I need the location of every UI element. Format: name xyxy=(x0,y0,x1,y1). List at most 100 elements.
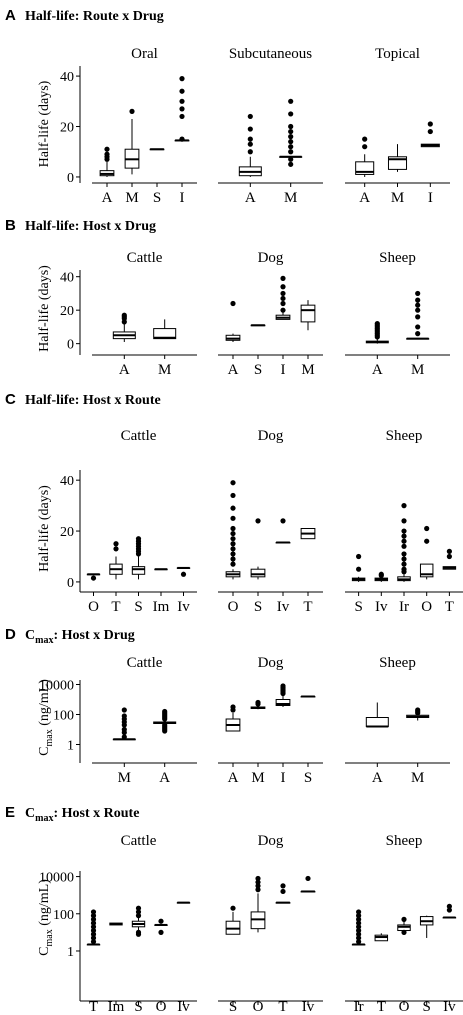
outlier-point xyxy=(415,314,421,320)
outlier-point xyxy=(135,929,142,935)
facet-title: Sheep xyxy=(379,655,416,671)
outlier-point xyxy=(356,935,362,941)
x-tick-label: M xyxy=(125,190,138,206)
boxplot-m: M xyxy=(124,108,140,206)
outlier-point xyxy=(121,707,127,713)
y-tick-label: 40 xyxy=(60,271,74,286)
x-tick-label: T xyxy=(111,599,120,615)
outlier-point xyxy=(179,113,185,120)
y-tick-label: 100 xyxy=(53,908,74,923)
outlier-point xyxy=(90,939,97,945)
boxplot-o: O xyxy=(225,480,241,615)
outlier-point xyxy=(247,113,253,120)
y-tick-label: 100 xyxy=(53,709,74,724)
facet-cattle: Cattle T Im S O Iv xyxy=(80,833,197,1015)
panel-title-main: Half-life: Route x Drug xyxy=(25,9,164,24)
x-tick-label: A xyxy=(245,190,256,206)
panel-title: Half-life: Host x Drug xyxy=(25,219,156,234)
outlier-point xyxy=(121,713,127,719)
y-tick-label: 0 xyxy=(67,338,74,353)
outlier-point xyxy=(401,503,407,509)
x-tick-label: S xyxy=(229,999,237,1015)
panel-title: Half-life: Host x Route xyxy=(25,393,161,408)
outlier-point xyxy=(255,518,261,524)
facet-title: Dog xyxy=(258,250,284,266)
y-axis-label: Half-life (days) xyxy=(37,265,52,352)
outlier-point xyxy=(230,525,236,532)
x-tick-label: Im xyxy=(153,599,170,615)
x-tick-label: S xyxy=(254,599,262,615)
outlier-point xyxy=(90,924,97,930)
box-iqr xyxy=(131,566,146,575)
boxplot-m: M xyxy=(250,699,266,786)
outlier-point xyxy=(104,146,110,152)
outlier-point xyxy=(135,536,142,542)
outlier-point xyxy=(90,931,97,937)
outlier-point xyxy=(280,300,286,307)
x-tick-label: M xyxy=(251,770,264,786)
boxplot-iv: Iv xyxy=(176,566,190,615)
boxplot-o: O xyxy=(419,525,434,615)
outlier-point xyxy=(288,123,294,130)
outlier-point xyxy=(446,903,452,909)
outlier-point xyxy=(356,913,362,919)
outlier-point xyxy=(90,909,97,915)
outlier-point xyxy=(356,931,362,937)
y-axis-label-main: C xyxy=(37,947,52,956)
outlier-point xyxy=(90,575,97,581)
y-axis-label-subscript: max xyxy=(44,929,55,946)
outlier-point xyxy=(230,515,236,521)
boxplot-a: A xyxy=(365,320,389,378)
panel-title-subscript: max xyxy=(35,813,53,824)
x-tick-label: O xyxy=(399,999,410,1015)
y-tick-label: 40 xyxy=(60,474,74,489)
x-tick-label: O xyxy=(421,599,432,615)
x-tick-label: Iv xyxy=(177,999,190,1015)
boxplot-a: A xyxy=(238,113,262,206)
boxplot-o: O xyxy=(86,573,101,615)
y-axis-label: Cmax (ng/mL) xyxy=(37,679,55,756)
boxplot-m: M xyxy=(387,144,408,206)
x-tick-label: O xyxy=(156,999,167,1015)
x-tick-label: T xyxy=(89,999,98,1015)
outlier-point xyxy=(90,927,97,934)
boxplot-m: M xyxy=(112,707,136,786)
x-tick-label: O xyxy=(228,599,239,615)
facet-title: Dog xyxy=(258,655,284,671)
panel-label: D xyxy=(5,626,16,643)
x-tick-label: A xyxy=(372,770,383,786)
outlier-point xyxy=(288,144,294,150)
outlier-point xyxy=(362,136,368,142)
y-axis-label: Half-life (days) xyxy=(37,80,52,167)
outlier-point xyxy=(401,556,407,562)
panel-title-main: Half-life: Host x Drug xyxy=(25,219,156,234)
outlier-point xyxy=(158,918,164,924)
boxplot-t: T xyxy=(374,933,389,1015)
outlier-point xyxy=(230,704,236,710)
x-tick-label: Iv xyxy=(277,599,290,615)
outlier-point xyxy=(401,551,407,557)
outlier-point xyxy=(158,929,164,935)
outlier-point xyxy=(230,541,236,547)
x-tick-label: Iv xyxy=(177,599,190,615)
facet-title: Cattle xyxy=(121,428,157,444)
boxplot-s: S xyxy=(225,905,241,1015)
boxplot-a: A xyxy=(99,146,115,206)
x-tick-label: I xyxy=(428,190,433,206)
facet-title: Sheep xyxy=(386,833,423,849)
facet-topical: Topical A M I xyxy=(345,46,450,206)
facet-title: Sheep xyxy=(386,428,423,444)
boxplot-iv: Iv xyxy=(442,903,456,1015)
facet-subcutaneous: Subcutaneous A M xyxy=(218,46,323,206)
outlier-point xyxy=(356,566,362,572)
y-axis-label: Cmax (ng/mL) xyxy=(37,879,55,956)
outlier-point xyxy=(280,883,286,889)
y-tick-label: 1 xyxy=(67,945,74,960)
outlier-point xyxy=(424,525,430,532)
y-axis-label-main: Half-life (days) xyxy=(37,80,52,167)
boxplot-s: S xyxy=(131,536,146,615)
outlier-point xyxy=(415,707,421,713)
outlier-point xyxy=(401,538,407,544)
